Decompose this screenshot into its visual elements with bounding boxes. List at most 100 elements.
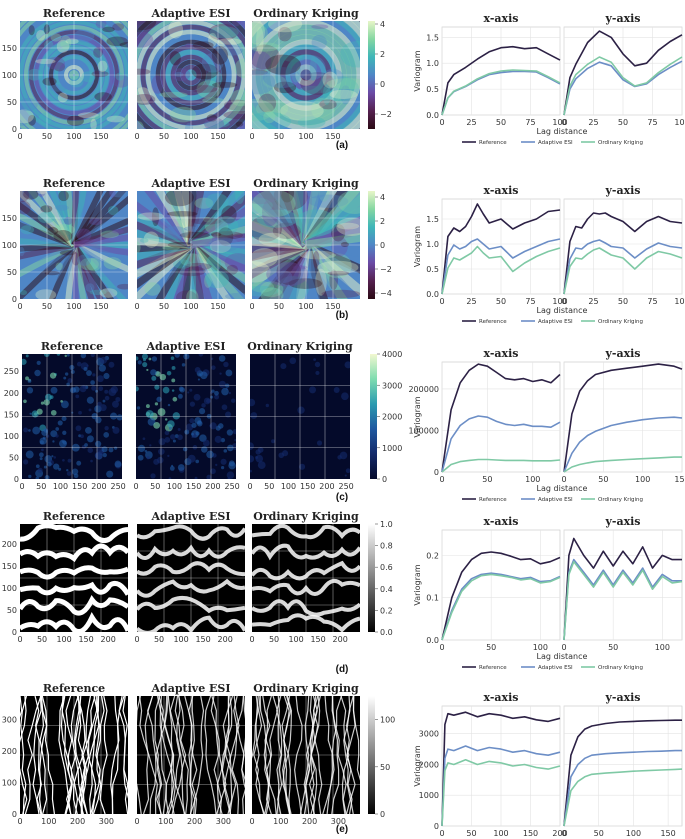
y-tick-label: 100	[2, 71, 17, 80]
colorbar-tick-label: 0.0	[380, 628, 393, 637]
y-tick-label: 0	[12, 295, 17, 304]
x-tick-label: 150	[523, 829, 538, 838]
map-title: Ordinary Kriging	[247, 340, 353, 353]
map-ordinary-kriging: Ordinary Kriging 0 50 100 150	[249, 177, 360, 311]
series-line-ordinary-kriging	[441, 458, 561, 473]
colorbar: 100 50 0	[368, 696, 395, 819]
colorbar-gradient	[370, 354, 377, 479]
map-title: Adaptive ESI	[151, 682, 231, 695]
plot-title: x-axis	[484, 347, 519, 360]
x-tick-label: 100	[298, 132, 313, 141]
colorbar-tick-label: 2	[380, 217, 385, 226]
panel-b: Reference 0 50 100 150 0 50 100 150 Adaptive ESI 0…	[2, 177, 685, 325]
field-image	[252, 696, 360, 814]
y-tick-label: 50	[7, 606, 17, 615]
x-tick-label: 0	[134, 817, 139, 826]
x-tick-label: 50	[608, 643, 618, 652]
colorbar-tick-label: 0.2	[380, 606, 393, 615]
map-title: Ordinary Kriging	[253, 7, 359, 20]
y-tick-label: 50	[7, 98, 17, 107]
y-tick-label: 250	[4, 367, 19, 376]
x-tick-label: 50	[466, 829, 476, 838]
x-tick-label: 200	[187, 817, 202, 826]
x-tick-label: 100	[183, 302, 198, 311]
x-tick-label: 150	[300, 482, 315, 491]
x-tick-label: 50	[486, 643, 496, 652]
colorbar-gradient	[368, 524, 375, 632]
x-tick-label: 50	[598, 475, 608, 484]
map-ordinary-kriging: Ordinary Kriging 0 50 100 150	[249, 7, 360, 141]
y-tick-label: 0	[12, 125, 17, 134]
legend-label: Adaptive ESI	[538, 497, 573, 503]
plot-title: y-axis	[604, 347, 640, 360]
y-tick-label: 50	[7, 268, 17, 277]
panel-label: (b)	[336, 310, 349, 321]
map-reference: Reference 0 50 100 150 200 250 0 50 100 150 200 250	[4, 340, 126, 491]
series-line-adaptive-esi	[441, 745, 561, 827]
panel-label: (d)	[336, 664, 349, 675]
x-tick-label: 0	[249, 635, 254, 644]
y-tick-label: 0	[434, 822, 439, 831]
y-tick-label: 150	[2, 44, 17, 53]
plot-title: x-axis	[484, 184, 519, 197]
y-axis-label: Variogram	[413, 564, 422, 605]
legend: Reference Adaptive ESI Ordinary Kriging	[462, 497, 643, 503]
x-tick-label: 150	[210, 132, 225, 141]
x-axis-label: Lag distance	[537, 652, 588, 661]
y-tick-label: 100000	[408, 426, 439, 435]
x-axis-label: Lag distance	[537, 127, 588, 136]
x-tick-label: 200	[205, 482, 220, 491]
map-ordinary-kriging: Ordinary Kriging 0 50 100 150 200	[249, 510, 360, 644]
legend-label: Ordinary Kriging	[598, 497, 643, 503]
colorbar-tick-label: 4	[380, 20, 385, 29]
plot-title: y-axis	[604, 184, 640, 197]
y-tick-label: 1.0	[426, 240, 439, 249]
y-tick-label: 2000	[419, 760, 439, 769]
x-tick-label: 50	[496, 297, 506, 306]
plot-title: y-axis	[604, 691, 640, 704]
x-tick-label: 100	[674, 297, 685, 306]
x-tick-label: 200	[91, 482, 106, 491]
x-tick-label: 50	[594, 829, 604, 838]
x-tick-label: 200	[333, 635, 348, 644]
map-reference: Reference 0 100 200 300 0 100 200 300	[2, 682, 128, 826]
x-tick-label: 150	[674, 475, 685, 484]
x-tick-label: 0	[17, 302, 22, 311]
series-line-ordinary-kriging	[441, 69, 561, 116]
map-title: Adaptive ESI	[151, 7, 231, 20]
variogram-y-axis: y-axis 0 50 100 150	[561, 691, 683, 838]
field-image	[252, 524, 360, 632]
field-image	[136, 354, 236, 479]
y-tick-label: 1000	[419, 791, 439, 800]
x-tick-label: 0	[439, 829, 444, 838]
series-line-adaptive-esi	[563, 239, 683, 295]
colorbar-tick-label: 2000	[382, 413, 402, 422]
y-tick-label: 300	[2, 716, 17, 725]
x-tick-label: 0	[249, 817, 254, 826]
series-line-ordinary-kriging	[563, 56, 683, 116]
field-image	[20, 524, 128, 632]
colorbar-tick-label: 50	[380, 763, 390, 772]
map-ordinary-kriging: Ordinary Kriging 0 50 100 150 200 250	[247, 340, 354, 491]
x-tick-label: 50	[264, 482, 274, 491]
colorbar-tick-label: 4	[380, 193, 385, 202]
colorbar-tick-label: −2	[380, 265, 392, 274]
x-tick-label: 0	[134, 635, 139, 644]
colorbar-gradient	[368, 21, 375, 129]
y-tick-label: 100	[2, 584, 17, 593]
field-image	[250, 354, 350, 479]
y-tick-label: 0	[14, 475, 19, 484]
series-line-adaptive-esi	[441, 415, 561, 473]
x-tick-label: 100	[158, 817, 173, 826]
x-tick-label: 100	[273, 817, 288, 826]
x-tick-label: 100	[56, 635, 71, 644]
variogram-y-axis: y-axis 0 50 100 150	[561, 347, 685, 484]
x-tick-label: 50	[42, 302, 52, 311]
x-tick-label: 100	[493, 829, 508, 838]
series-line-reference	[563, 537, 682, 641]
legend-label: Adaptive ESI	[538, 140, 573, 146]
map-reference: Reference 0 50 100 150 0 50 100 150	[2, 7, 128, 141]
y-tick-label: 100	[2, 241, 17, 250]
y-tick-label: 200	[4, 389, 19, 398]
